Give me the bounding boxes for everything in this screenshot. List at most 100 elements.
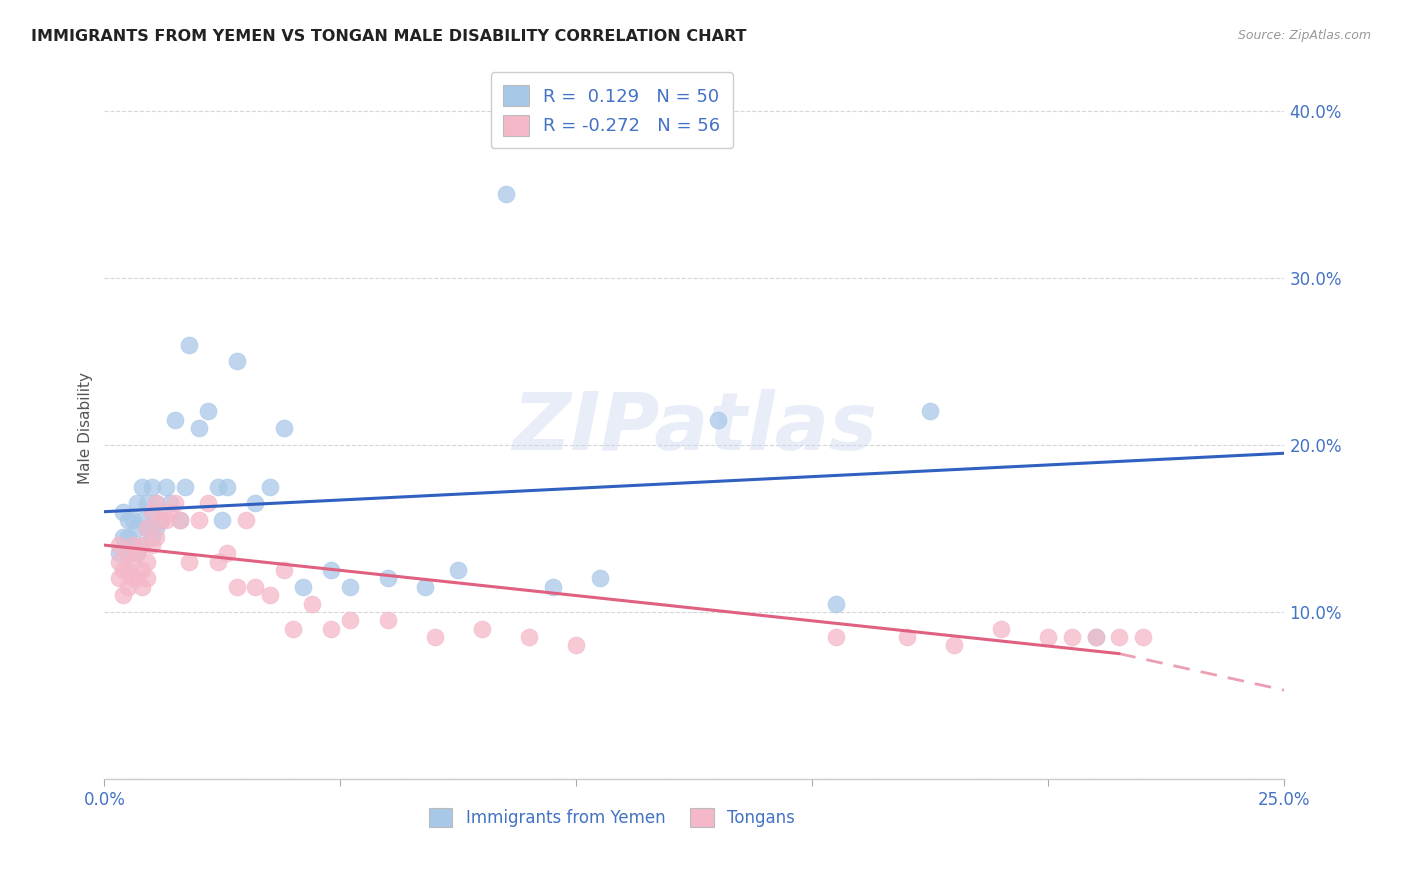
Point bbox=[301, 597, 323, 611]
Text: ZIPatlas: ZIPatlas bbox=[512, 389, 877, 467]
Point bbox=[990, 622, 1012, 636]
Point bbox=[187, 513, 209, 527]
Point bbox=[112, 530, 135, 544]
Point bbox=[117, 513, 139, 527]
Point bbox=[131, 580, 153, 594]
Point bbox=[423, 630, 446, 644]
Point bbox=[121, 572, 143, 586]
Point bbox=[339, 613, 361, 627]
Point bbox=[112, 563, 135, 577]
Point bbox=[141, 530, 163, 544]
Point bbox=[135, 521, 157, 535]
Point bbox=[1084, 630, 1107, 644]
Point bbox=[1038, 630, 1060, 644]
Point bbox=[169, 513, 191, 527]
Point bbox=[135, 572, 157, 586]
Legend: Immigrants from Yemen, Tongans: Immigrants from Yemen, Tongans bbox=[422, 801, 801, 834]
Point bbox=[825, 630, 848, 644]
Point bbox=[131, 480, 153, 494]
Point bbox=[107, 538, 129, 552]
Point bbox=[173, 480, 195, 494]
Point bbox=[131, 563, 153, 577]
Point bbox=[896, 630, 918, 644]
Point bbox=[541, 580, 564, 594]
Point bbox=[112, 505, 135, 519]
Point bbox=[131, 538, 153, 552]
Point bbox=[707, 413, 730, 427]
Point bbox=[121, 538, 143, 552]
Point bbox=[127, 521, 149, 535]
Text: IMMIGRANTS FROM YEMEN VS TONGAN MALE DISABILITY CORRELATION CHART: IMMIGRANTS FROM YEMEN VS TONGAN MALE DIS… bbox=[31, 29, 747, 44]
Point bbox=[127, 546, 149, 560]
Point bbox=[127, 496, 149, 510]
Point bbox=[1132, 630, 1154, 644]
Point bbox=[217, 480, 239, 494]
Point bbox=[259, 588, 281, 602]
Point bbox=[517, 630, 540, 644]
Point bbox=[145, 530, 167, 544]
Point bbox=[150, 513, 173, 527]
Point bbox=[197, 496, 219, 510]
Point bbox=[920, 404, 942, 418]
Point bbox=[943, 638, 966, 652]
Point bbox=[165, 496, 187, 510]
Point bbox=[825, 597, 848, 611]
Point bbox=[131, 513, 153, 527]
Point bbox=[495, 187, 517, 202]
Point bbox=[141, 480, 163, 494]
Point bbox=[150, 513, 173, 527]
Point bbox=[121, 555, 143, 569]
Text: Source: ZipAtlas.com: Source: ZipAtlas.com bbox=[1237, 29, 1371, 42]
Point bbox=[117, 530, 139, 544]
Point bbox=[121, 538, 143, 552]
Point bbox=[117, 580, 139, 594]
Point bbox=[135, 555, 157, 569]
Point bbox=[245, 580, 267, 594]
Point bbox=[107, 572, 129, 586]
Point bbox=[155, 480, 177, 494]
Point bbox=[207, 480, 229, 494]
Point bbox=[589, 572, 612, 586]
Point bbox=[145, 496, 167, 510]
Point bbox=[107, 546, 129, 560]
Point bbox=[319, 622, 342, 636]
Point bbox=[319, 563, 342, 577]
Point bbox=[131, 538, 153, 552]
Point bbox=[1108, 630, 1130, 644]
Point bbox=[121, 513, 143, 527]
Point bbox=[165, 413, 187, 427]
Point bbox=[127, 546, 149, 560]
Point bbox=[141, 505, 163, 519]
Point bbox=[565, 638, 588, 652]
Point bbox=[117, 546, 139, 560]
Point bbox=[159, 505, 181, 519]
Point bbox=[141, 538, 163, 552]
Point bbox=[187, 421, 209, 435]
Point bbox=[135, 496, 157, 510]
Point bbox=[211, 513, 233, 527]
Point bbox=[283, 622, 305, 636]
Point bbox=[339, 580, 361, 594]
Point bbox=[225, 354, 247, 368]
Point bbox=[245, 496, 267, 510]
Point bbox=[1084, 630, 1107, 644]
Point bbox=[415, 580, 437, 594]
Point bbox=[377, 572, 399, 586]
Point bbox=[207, 555, 229, 569]
Point bbox=[159, 496, 181, 510]
Point bbox=[141, 505, 163, 519]
Point bbox=[135, 521, 157, 535]
Point bbox=[1060, 630, 1083, 644]
Point bbox=[471, 622, 494, 636]
Point bbox=[169, 513, 191, 527]
Point bbox=[377, 613, 399, 627]
Y-axis label: Male Disability: Male Disability bbox=[79, 372, 93, 484]
Point bbox=[145, 496, 167, 510]
Point bbox=[273, 421, 295, 435]
Point bbox=[225, 580, 247, 594]
Point bbox=[117, 546, 139, 560]
Point bbox=[197, 404, 219, 418]
Point bbox=[145, 521, 167, 535]
Point bbox=[447, 563, 470, 577]
Point bbox=[127, 572, 149, 586]
